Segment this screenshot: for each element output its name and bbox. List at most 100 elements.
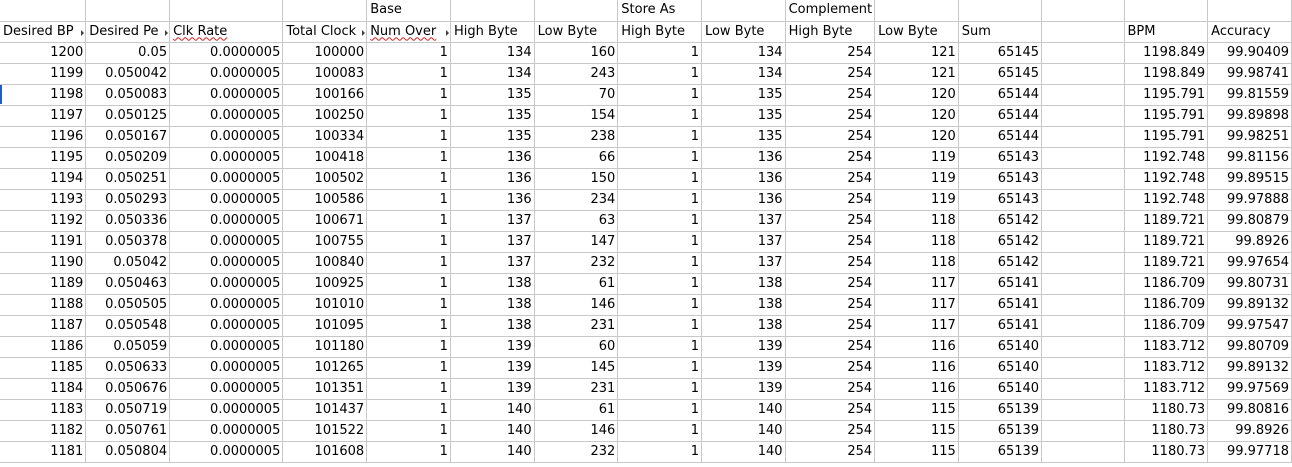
table-cell[interactable]: 254 xyxy=(785,378,876,400)
table-cell[interactable]: 0.0000005 xyxy=(169,399,284,421)
cell[interactable] xyxy=(958,0,1043,22)
table-cell[interactable]: 61 xyxy=(534,399,619,421)
table-cell[interactable]: 135 xyxy=(450,105,535,127)
table-cell[interactable]: 116 xyxy=(874,357,959,379)
table-cell[interactable]: 118 xyxy=(874,252,959,274)
table-cell[interactable]: 101437 xyxy=(282,399,368,421)
table-cell[interactable]: 65141 xyxy=(958,273,1043,295)
table-cell[interactable]: 254 xyxy=(785,189,876,211)
column-header[interactable]: Total Clock xyxy=(282,21,368,43)
table-cell[interactable]: 0.0000005 xyxy=(169,420,284,442)
table-cell[interactable]: 1189.721 xyxy=(1124,210,1209,232)
table-cell[interactable]: 254 xyxy=(785,147,876,169)
table-cell[interactable]: 1 xyxy=(366,420,451,442)
table-cell[interactable]: 232 xyxy=(534,441,619,463)
table-cell[interactable]: 0.050083 xyxy=(85,84,171,106)
table-cell[interactable]: 0.050209 xyxy=(85,147,171,169)
table-cell[interactable]: 101095 xyxy=(282,315,368,337)
table-cell[interactable]: 0.050167 xyxy=(85,126,171,148)
table-cell[interactable]: 1185 xyxy=(0,357,87,379)
column-header[interactable]: Num Over xyxy=(366,21,451,43)
table-cell[interactable]: 1 xyxy=(617,252,702,274)
table-cell[interactable]: 137 xyxy=(701,210,786,232)
cell[interactable] xyxy=(1207,0,1292,22)
table-cell[interactable]: 254 xyxy=(785,126,876,148)
table-cell[interactable]: 99.97718 xyxy=(1207,441,1292,463)
table-cell[interactable]: 0.0000005 xyxy=(169,189,284,211)
table-cell[interactable]: 101265 xyxy=(282,357,368,379)
table-cell[interactable]: 100166 xyxy=(282,84,368,106)
table-cell[interactable]: 1189.721 xyxy=(1124,231,1209,253)
table-cell[interactable]: 1197 xyxy=(0,105,87,127)
table-cell[interactable]: 0.0000005 xyxy=(169,252,284,274)
table-cell[interactable]: 139 xyxy=(450,378,535,400)
table-cell[interactable]: 0.0000005 xyxy=(169,168,284,190)
table-cell[interactable]: 254 xyxy=(785,315,876,337)
table-cell[interactable]: 254 xyxy=(785,252,876,274)
table-cell[interactable]: 100840 xyxy=(282,252,368,274)
table-cell[interactable]: 61 xyxy=(534,273,619,295)
table-cell[interactable]: 238 xyxy=(534,126,619,148)
table-cell[interactable]: 120 xyxy=(874,126,959,148)
table-cell[interactable]: 99.81559 xyxy=(1207,84,1292,106)
table-cell[interactable]: 1180.73 xyxy=(1124,420,1209,442)
table-cell[interactable]: 254 xyxy=(785,105,876,127)
table-cell[interactable]: 137 xyxy=(701,231,786,253)
table-cell[interactable] xyxy=(1041,357,1125,379)
table-cell[interactable]: 160 xyxy=(534,42,619,64)
table-cell[interactable]: 243 xyxy=(534,63,619,85)
table-cell[interactable]: 1 xyxy=(617,105,702,127)
table-cell[interactable]: 134 xyxy=(450,42,535,64)
table-cell[interactable]: 0.050676 xyxy=(85,378,171,400)
table-cell[interactable]: 1 xyxy=(617,315,702,337)
column-header[interactable]: Sum xyxy=(958,21,1043,43)
table-cell[interactable]: 1 xyxy=(366,63,451,85)
table-cell[interactable]: 117 xyxy=(874,294,959,316)
table-cell[interactable]: 70 xyxy=(534,84,619,106)
table-cell[interactable]: 139 xyxy=(701,336,786,358)
table-cell[interactable]: 254 xyxy=(785,210,876,232)
column-header[interactable]: Desired BP xyxy=(0,21,87,43)
table-cell[interactable]: 1 xyxy=(366,357,451,379)
table-cell[interactable]: 1195.791 xyxy=(1124,126,1209,148)
group-header-complement[interactable]: Complement xyxy=(785,0,876,22)
table-cell[interactable]: 1 xyxy=(366,252,451,274)
table-cell[interactable]: 1200 xyxy=(0,42,87,64)
table-cell[interactable]: 1 xyxy=(366,399,451,421)
table-cell[interactable] xyxy=(1041,168,1125,190)
table-cell[interactable]: 139 xyxy=(450,336,535,358)
table-cell[interactable]: 1180.73 xyxy=(1124,441,1209,463)
table-cell[interactable]: 65141 xyxy=(958,315,1043,337)
table-cell[interactable]: 1 xyxy=(617,210,702,232)
table-cell[interactable]: 1195 xyxy=(0,147,87,169)
table-cell[interactable]: 1192.748 xyxy=(1124,168,1209,190)
table-cell[interactable]: 1183.712 xyxy=(1124,378,1209,400)
table-cell[interactable]: 101180 xyxy=(282,336,368,358)
group-header-store-as[interactable]: Store As xyxy=(617,0,702,22)
cell[interactable] xyxy=(282,0,368,22)
column-header[interactable]: BPM xyxy=(1124,21,1209,43)
table-cell[interactable]: 140 xyxy=(450,399,535,421)
table-cell[interactable]: 1196 xyxy=(0,126,87,148)
table-cell[interactable]: 137 xyxy=(450,252,535,274)
table-cell[interactable] xyxy=(1041,126,1125,148)
table-cell[interactable]: 254 xyxy=(785,63,876,85)
table-cell[interactable]: 65144 xyxy=(958,126,1043,148)
table-cell[interactable]: 99.80816 xyxy=(1207,399,1292,421)
table-cell[interactable]: 138 xyxy=(701,273,786,295)
table-cell[interactable]: 0.050042 xyxy=(85,63,171,85)
table-cell[interactable]: 136 xyxy=(701,168,786,190)
table-cell[interactable]: 99.8926 xyxy=(1207,420,1292,442)
table-cell[interactable] xyxy=(1041,399,1125,421)
table-cell[interactable] xyxy=(1041,441,1125,463)
table-cell[interactable]: 1183 xyxy=(0,399,87,421)
table-cell[interactable]: 66 xyxy=(534,147,619,169)
table-cell[interactable]: 0.0000005 xyxy=(169,378,284,400)
cell[interactable] xyxy=(1041,0,1125,22)
table-cell[interactable]: 254 xyxy=(785,399,876,421)
table-cell[interactable]: 0.0000005 xyxy=(169,42,284,64)
table-cell[interactable]: 0.050761 xyxy=(85,420,171,442)
table-cell[interactable]: 99.81156 xyxy=(1207,147,1292,169)
table-cell[interactable]: 254 xyxy=(785,336,876,358)
table-cell[interactable]: 1 xyxy=(617,147,702,169)
